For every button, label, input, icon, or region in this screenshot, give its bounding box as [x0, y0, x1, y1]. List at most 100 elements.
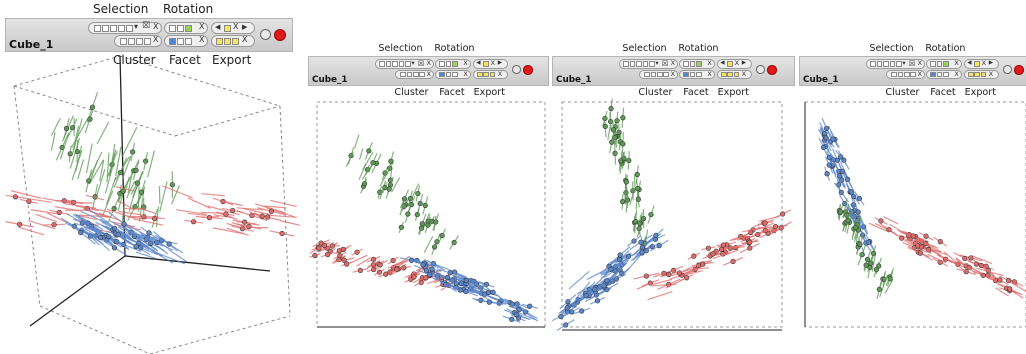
facet-square[interactable] [445, 71, 452, 78]
facet-square[interactable] [185, 37, 192, 45]
projection-plot-1[interactable] [305, 90, 550, 354]
export-square[interactable] [489, 71, 496, 78]
export-square[interactable] [980, 71, 987, 78]
rotation-square[interactable] [439, 61, 445, 67]
close-icon[interactable]: X [707, 59, 712, 68]
rotation-swatch[interactable] [974, 61, 980, 67]
close-icon[interactable]: X [734, 59, 739, 68]
facet-square[interactable] [683, 71, 689, 78]
close-icon[interactable]: X [463, 69, 468, 78]
selection-square[interactable] [889, 61, 896, 67]
clear-selection-icon[interactable]: ☒ [661, 58, 669, 68]
rotation-square[interactable] [445, 61, 452, 67]
selection-square[interactable] [636, 61, 642, 67]
cluster-square[interactable] [419, 71, 425, 78]
close-icon[interactable]: X [981, 59, 986, 68]
rotation-square[interactable] [452, 61, 458, 67]
rotation-square[interactable] [936, 61, 943, 67]
export-square[interactable] [968, 71, 974, 78]
cluster-square[interactable] [136, 37, 143, 45]
rotation-square[interactable] [930, 61, 936, 67]
selection-square[interactable] [649, 61, 655, 67]
dropdown-icon[interactable]: ▾ [655, 59, 659, 67]
next-arrow-icon[interactable]: ▶ [988, 59, 994, 66]
close-icon[interactable]: X [242, 35, 248, 44]
prev-arrow-icon[interactable]: ◀ [720, 59, 725, 66]
selection-square[interactable] [896, 61, 902, 67]
facet-square[interactable] [439, 71, 445, 78]
rotation-square[interactable] [185, 24, 192, 32]
export-square[interactable] [232, 37, 239, 45]
cluster-square[interactable] [904, 71, 910, 78]
selection-square[interactable] [398, 61, 405, 67]
prev-arrow-icon[interactable]: ◀ [967, 59, 972, 66]
selection-control[interactable] [374, 59, 434, 69]
close-icon[interactable]: X [497, 69, 503, 78]
rotation-swatch[interactable] [727, 61, 733, 67]
export-square[interactable] [483, 71, 489, 78]
facet-square[interactable] [930, 71, 936, 78]
selection-square[interactable] [110, 24, 117, 32]
clear-selection-icon[interactable]: ☒ [142, 21, 151, 31]
cluster-square[interactable] [910, 71, 916, 78]
close-icon[interactable]: X [670, 59, 675, 68]
facet-square[interactable] [936, 71, 943, 78]
rotation-swatch[interactable] [224, 24, 231, 32]
cluster-square[interactable] [650, 71, 657, 78]
dropdown-icon[interactable]: ▾ [134, 21, 139, 31]
export-square[interactable] [721, 71, 727, 78]
close-icon[interactable]: X [153, 22, 159, 31]
prev-arrow-icon[interactable]: ◀ [476, 59, 481, 66]
selection-square[interactable] [385, 61, 392, 67]
toggle-button[interactable] [1003, 65, 1012, 74]
rotation-square[interactable] [689, 61, 696, 67]
close-icon[interactable]: X [199, 35, 205, 44]
prev-arrow-icon[interactable]: ◀ [215, 22, 221, 31]
selection-square[interactable] [629, 61, 636, 67]
close-icon[interactable]: X [988, 69, 994, 78]
selection-square[interactable] [883, 61, 889, 67]
selection-square[interactable] [623, 61, 629, 67]
facet-square[interactable] [696, 71, 702, 78]
export-square[interactable] [216, 37, 223, 45]
cluster-square[interactable] [897, 71, 904, 78]
rotation-square[interactable] [177, 24, 184, 32]
selection-square[interactable] [94, 24, 101, 32]
next-arrow-icon[interactable]: ▶ [242, 22, 248, 31]
cluster-square[interactable] [891, 71, 897, 78]
facet-square[interactable] [169, 37, 176, 45]
export-square[interactable] [727, 71, 733, 78]
export-square[interactable] [974, 71, 980, 78]
selection-square[interactable] [642, 61, 649, 67]
rotation-swatch[interactable] [483, 61, 489, 67]
close-icon[interactable]: X [917, 59, 922, 68]
projection-plot-2[interactable] [552, 90, 797, 354]
facet-square[interactable] [177, 37, 184, 45]
close-icon[interactable]: X [426, 59, 431, 68]
rotation-arrows-control[interactable] [964, 59, 1000, 69]
cluster-square[interactable] [120, 37, 127, 45]
rotation-arrows-control[interactable] [473, 59, 509, 69]
selection-square[interactable] [126, 24, 133, 32]
clear-selection-icon[interactable]: ☒ [908, 58, 916, 68]
cluster-square[interactable] [657, 71, 663, 78]
toggle-button[interactable] [260, 29, 271, 40]
selection-square[interactable] [118, 24, 125, 32]
cluster-square[interactable] [644, 71, 650, 78]
close-icon[interactable]: X [954, 59, 959, 68]
close-icon[interactable]: X [954, 69, 959, 78]
record-button[interactable] [523, 65, 533, 75]
rotation-square[interactable] [696, 61, 702, 67]
close-icon[interactable]: X [707, 69, 712, 78]
record-button[interactable] [274, 29, 286, 41]
record-button[interactable] [767, 65, 777, 75]
cluster-square[interactable] [128, 37, 135, 45]
export-square[interactable] [477, 71, 483, 78]
cluster-square[interactable] [413, 71, 419, 78]
close-icon[interactable]: X [153, 35, 159, 44]
cluster-square[interactable] [406, 71, 413, 78]
selection-square[interactable] [876, 61, 883, 67]
facet-square[interactable] [452, 71, 458, 78]
close-icon[interactable]: X [199, 22, 205, 31]
selection-square[interactable] [102, 24, 109, 32]
